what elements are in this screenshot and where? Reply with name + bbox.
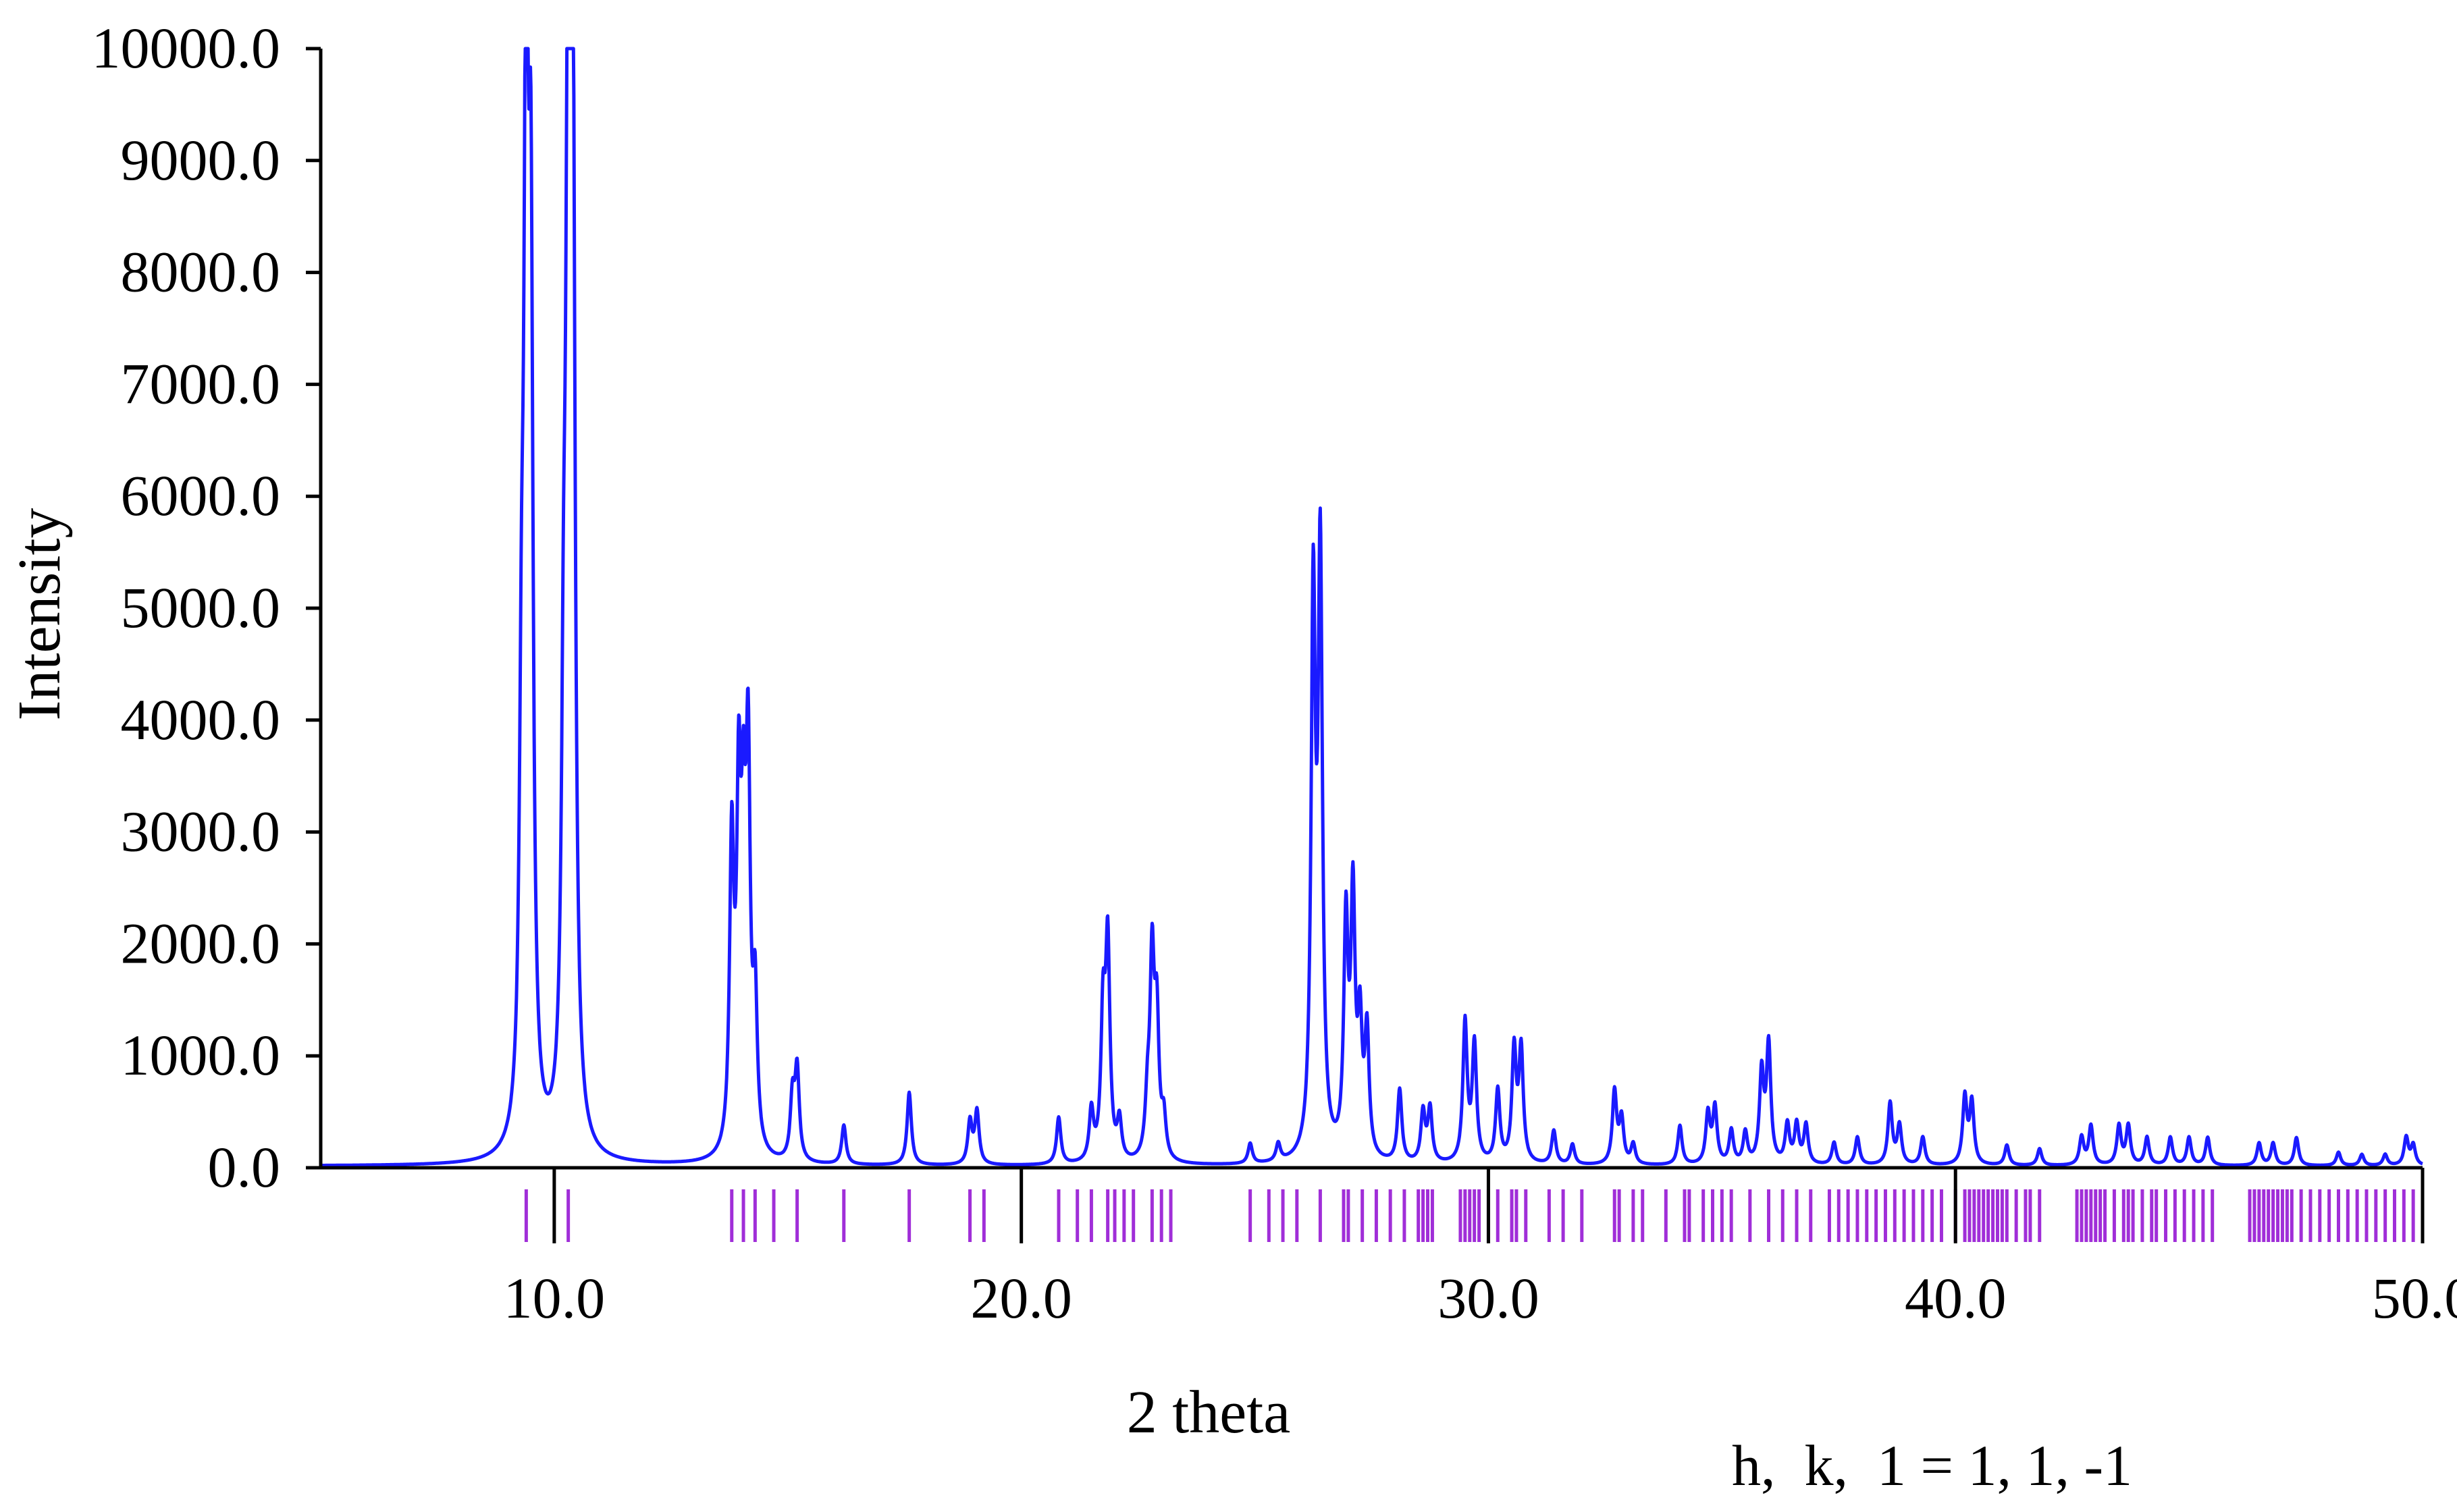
axes [319,49,2423,1170]
y-tick-label: 7000.0 [121,351,281,416]
x-tick-label: 40.0 [1905,1266,2007,1330]
y-tick-label: 2000.0 [121,911,281,975]
x-tick-label: 50.0 [2372,1266,2457,1330]
diffraction-pattern [319,47,2424,1167]
pattern-line [319,47,2424,1167]
y-tick-label: 10000.0 [92,16,281,80]
y-tick-label: 8000.0 [121,240,281,304]
y-tick-label: 6000.0 [121,463,281,528]
reflection-markers [524,1189,2415,1242]
x-axis-ticks: 10.0 20.0 30.0 40.0 50.0 [504,1168,2457,1330]
hkl-annotation: h, k, 1 = 1, 1, -1 [1732,1433,2132,1498]
x-tick-label: 30.0 [1437,1266,1539,1330]
y-tick-label: 1000.0 [121,1023,281,1087]
x-tick-label: 10.0 [504,1266,606,1330]
y-tick-label: 0.0 [208,1135,281,1199]
y-axis-ticks: 0.0 1000.0 2000.0 3000.0 4000.0 5000.0 6000.0 7… [92,16,321,1199]
y-tick-label: 3000.0 [121,799,281,864]
x-tick-label: 20.0 [970,1266,1072,1330]
y-axis-label: Intensity [6,508,73,721]
y-tick-label: 5000.0 [121,575,281,640]
x-axis-label: 2 theta [1127,1379,1290,1446]
y-tick-label: 4000.0 [121,687,281,752]
y-tick-label: 9000.0 [121,128,281,192]
